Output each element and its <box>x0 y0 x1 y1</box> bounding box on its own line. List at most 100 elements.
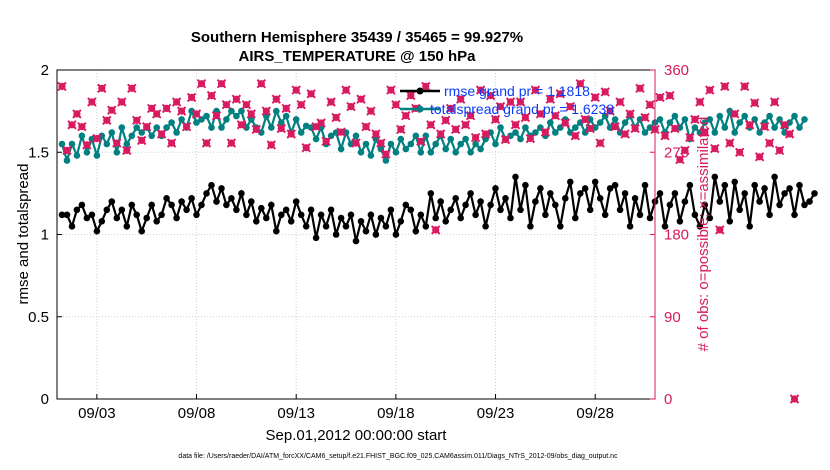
obs-assimilated-marker <box>630 123 640 134</box>
spread-point <box>656 116 664 123</box>
rmse-point <box>322 223 330 230</box>
obs-assimilated-marker <box>186 92 197 103</box>
y-tick-label-right: 90 <box>664 309 681 326</box>
obs-assimilated-marker <box>361 121 371 132</box>
obs-assimilated-marker <box>700 127 710 137</box>
obs-point <box>291 85 301 95</box>
spread-point <box>268 124 275 131</box>
spread-point <box>392 149 400 156</box>
rmse-point <box>208 181 215 189</box>
spread-point <box>447 135 455 143</box>
obs-point <box>600 87 610 97</box>
rmse-point <box>278 211 285 219</box>
obs-assimilated-marker <box>450 124 461 135</box>
obs-assimilated-marker <box>326 97 336 107</box>
rmse-point <box>751 181 758 189</box>
obs-point <box>401 110 411 121</box>
obs-point <box>515 97 526 107</box>
obs-assimilated-marker <box>445 103 456 114</box>
obs-point <box>241 99 252 110</box>
obs-point <box>495 101 506 112</box>
obs-assimilated-marker <box>715 225 725 235</box>
spread-point <box>178 116 185 123</box>
spread-point <box>273 107 280 115</box>
obs-assimilated-marker <box>301 142 311 153</box>
obs-assimilated-marker <box>161 103 172 114</box>
spread-point <box>233 112 240 120</box>
rmse-point <box>766 211 773 219</box>
obs-assimilated-marker <box>181 121 192 132</box>
obs-point <box>485 90 496 101</box>
rmse-point <box>377 214 385 222</box>
obs-assimilated-marker <box>515 97 526 107</box>
obs-point <box>635 83 645 94</box>
rmse-point <box>332 231 340 238</box>
obs-point <box>112 138 122 148</box>
obs-point <box>430 225 441 235</box>
rmse-point <box>248 198 255 205</box>
obs-point <box>386 85 396 95</box>
rmse-point <box>402 201 410 209</box>
obs-assimilated-marker <box>396 124 406 135</box>
x-tick-label: 09/08 <box>178 405 216 422</box>
rmse-point <box>427 190 435 197</box>
rmse-point <box>487 201 494 209</box>
obs-point <box>226 138 237 148</box>
rmse-point <box>616 206 624 214</box>
obs-point <box>695 97 705 107</box>
obs-assimilated-marker <box>510 120 521 130</box>
obs-point <box>156 129 167 139</box>
obs-assimilated-marker <box>769 97 780 107</box>
spread-point <box>382 157 390 164</box>
obs-assimilated-marker <box>505 97 516 107</box>
obs-assimilated-marker <box>191 109 202 119</box>
obs-assimilated-marker <box>221 99 232 110</box>
obs-assimilated-marker <box>346 101 356 112</box>
obs-point <box>331 112 341 123</box>
rmse-point <box>631 195 639 202</box>
obs-assimilated-marker <box>102 115 112 126</box>
obs-point <box>77 121 87 132</box>
spread-point <box>123 140 131 148</box>
rmse-point <box>552 201 559 209</box>
spread-point <box>596 119 604 126</box>
obs-assimilated-marker <box>739 81 750 92</box>
rmse-point <box>726 218 734 225</box>
rmse-point <box>691 211 699 219</box>
spread-point <box>93 152 101 159</box>
obs-point <box>87 97 97 107</box>
rmse-point <box>268 201 275 209</box>
obs-assimilated-marker <box>545 94 556 104</box>
rmse-point <box>392 231 400 238</box>
obs-point <box>211 110 222 121</box>
obs-point <box>545 94 556 104</box>
rmse-point <box>736 206 743 214</box>
spread-point <box>801 116 808 123</box>
rmse-point <box>537 185 544 192</box>
obs-point <box>341 85 351 95</box>
spread-point <box>492 140 499 148</box>
rmse-point <box>626 223 634 230</box>
rmse-point <box>661 223 669 230</box>
rmse-point <box>228 195 235 202</box>
obs-point <box>107 105 117 115</box>
obs-assimilated-marker <box>470 132 481 143</box>
spread-point <box>223 116 230 123</box>
obs-assimilated-marker <box>216 78 227 89</box>
obs-point <box>555 89 566 99</box>
rmse-point <box>128 201 136 209</box>
spread-point <box>442 145 450 153</box>
rmse-point <box>223 201 230 209</box>
rmse-point <box>238 190 245 197</box>
obs-point <box>475 85 486 95</box>
obs-point <box>151 109 162 119</box>
rmse-point <box>123 223 131 230</box>
rmse-point <box>287 218 295 225</box>
rmse-point <box>263 214 270 222</box>
spread-point <box>63 157 71 164</box>
obs-assimilated-marker <box>196 78 207 89</box>
rmse-point <box>572 214 579 222</box>
obs-assimilated-marker <box>485 90 496 101</box>
rmse-point <box>601 211 609 219</box>
